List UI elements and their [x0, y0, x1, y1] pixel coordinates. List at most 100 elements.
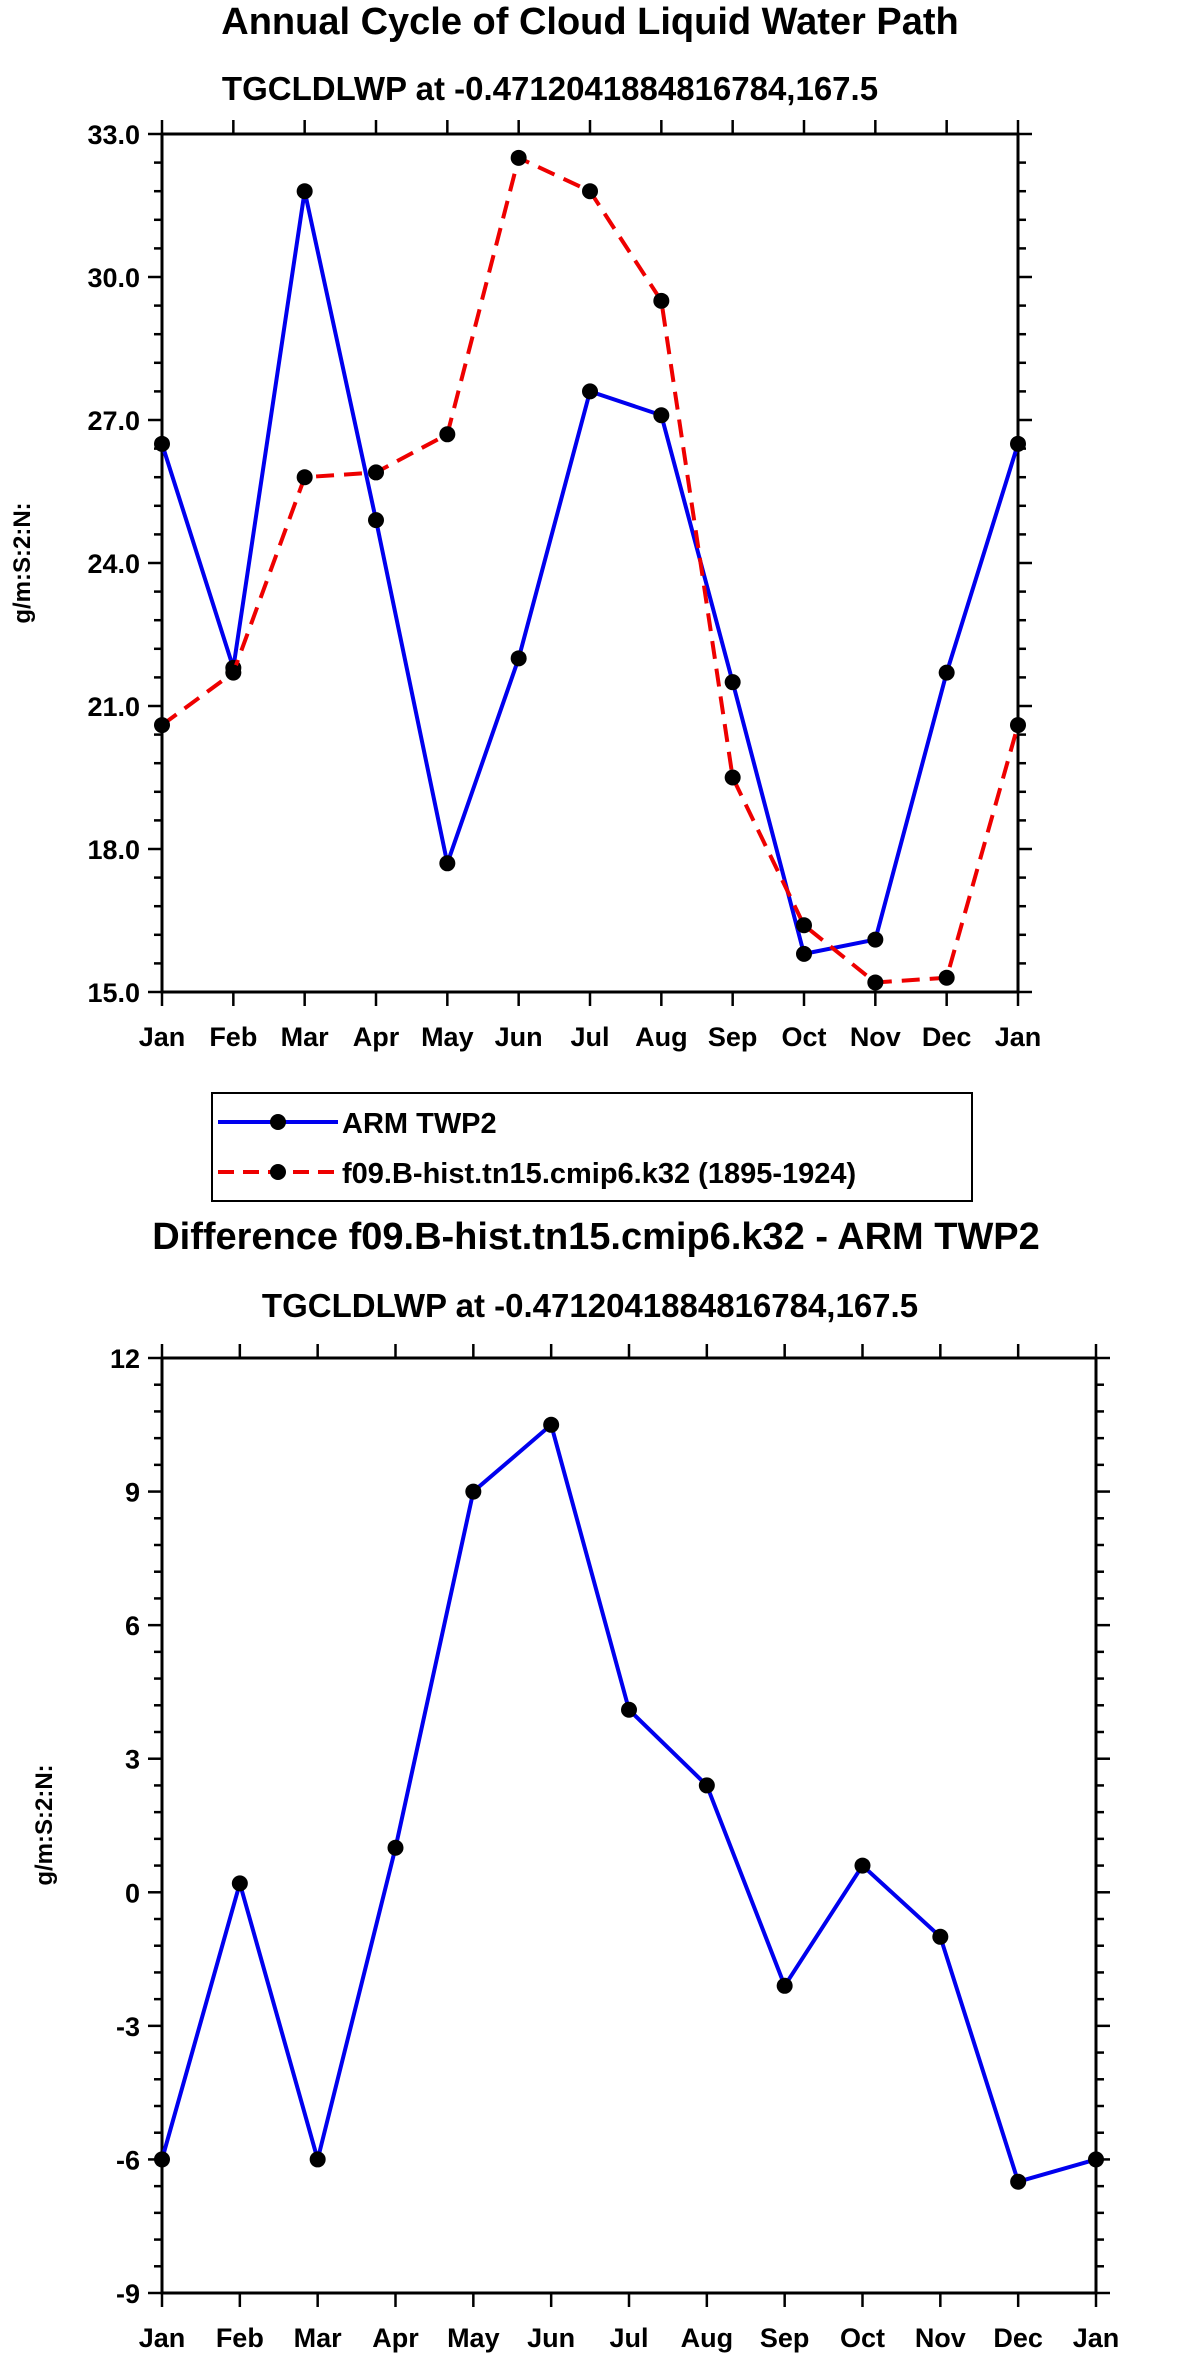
y-tick-labels: 15.0 18.0 21.0 24.0 27.0 30.0 33.0 — [87, 120, 140, 1008]
x-tick-labels: Jan Feb Mar Apr May Jun Jul Aug Sep Oct Nov Dec Jan — [139, 1022, 1042, 1052]
y-tick-label: 30.0 — [87, 263, 140, 293]
x-tick-label: Jun — [527, 2323, 575, 2353]
legend-marker-arm — [270, 1114, 286, 1130]
data-point — [231, 1875, 248, 1892]
data-point — [465, 1483, 482, 1500]
data-point — [724, 674, 741, 691]
chart-title: Annual Cycle of Cloud Liquid Water Path — [221, 1, 959, 43]
x-tick-label: May — [421, 1022, 474, 1052]
x-tick-label: Jul — [609, 2323, 648, 2353]
x-tick-label: Jun — [495, 1022, 543, 1052]
y-tick-label: 33.0 — [87, 120, 140, 150]
y-tick-label: -3 — [116, 2012, 140, 2042]
y-tick-label: 24.0 — [87, 549, 140, 579]
x-tick-label: Jan — [995, 1022, 1042, 1052]
x-tick-label: Apr — [353, 1022, 400, 1052]
data-point — [154, 717, 170, 734]
difference-chart: Difference f09.B-hist.tn15.cmip6.k32 - A… — [31, 1216, 1119, 2353]
data-point — [867, 931, 884, 948]
axis-ticks — [148, 1344, 1110, 2307]
data-point — [796, 917, 812, 934]
data-point — [938, 969, 955, 986]
data-point — [653, 407, 670, 424]
data-point — [1010, 717, 1026, 734]
data-point — [368, 512, 384, 529]
x-tick-label: Sep — [760, 2323, 810, 2353]
x-tick-label: Nov — [850, 1022, 901, 1052]
legend-label-arm: ARM TWP2 — [342, 1108, 497, 1140]
x-tick-label: Jan — [1073, 2323, 1120, 2353]
data-point — [1088, 2151, 1104, 2168]
data-point — [510, 650, 527, 667]
x-tick-label: Oct — [781, 1022, 826, 1052]
data-point — [776, 1977, 793, 1994]
legend-box — [211, 1092, 973, 1202]
plot-frame — [160, 1356, 1098, 2295]
data-point — [724, 769, 741, 786]
data-point — [932, 1928, 949, 1945]
x-tick-label: Dec — [993, 2323, 1043, 2353]
x-tick-label: Aug — [681, 2323, 733, 2353]
x-tick-label: Apr — [372, 2323, 419, 2353]
data-point — [796, 945, 812, 962]
data-point — [653, 292, 670, 309]
series-line-0 — [160, 1422, 1097, 2184]
y-tick-label: 3 — [125, 1745, 140, 1775]
x-tick-labels: Jan Feb Mar Apr May Jun Jul Aug Sep Oct Nov Dec Jan — [139, 2323, 1120, 2353]
x-tick-label: Oct — [840, 2323, 885, 2353]
data-point — [621, 1701, 637, 1718]
data-point — [510, 149, 527, 166]
x-tick-label: Jan — [139, 2323, 186, 2353]
chart-title: Difference f09.B-hist.tn15.cmip6.k32 - A… — [152, 1216, 1040, 1258]
data-point — [854, 1857, 871, 1874]
series-group — [154, 149, 1026, 991]
data-point — [368, 464, 384, 481]
x-tick-label: Jul — [570, 1022, 609, 1052]
series-line-0 — [160, 189, 1020, 956]
y-tick-label: 0 — [125, 1878, 140, 1908]
x-tick-label: Dec — [922, 1022, 972, 1052]
data-point — [296, 469, 313, 486]
data-point — [1010, 2173, 1027, 2190]
data-point — [439, 855, 456, 872]
data-point — [867, 974, 884, 991]
data-point — [154, 435, 170, 452]
data-point — [296, 183, 313, 200]
x-tick-label: Sep — [708, 1022, 758, 1052]
y-tick-label: 9 — [125, 1478, 140, 1508]
x-tick-label: Mar — [281, 1022, 330, 1052]
data-point — [582, 383, 598, 400]
y-tick-labels: -9 -6 -3 0 3 6 9 12 — [110, 1344, 140, 2309]
data-point — [387, 1839, 404, 1856]
x-tick-label: Nov — [915, 2323, 966, 2353]
annual-cycle-chart: Annual Cycle of Cloud Liquid Water Path … — [9, 1, 1041, 1052]
x-tick-label: Aug — [635, 1022, 687, 1052]
x-tick-label: Jan — [139, 1022, 186, 1052]
y-tick-label: 6 — [125, 1611, 140, 1641]
data-point — [225, 664, 242, 681]
y-tick-label: 12 — [110, 1344, 140, 1374]
y-tick-label: -9 — [116, 2279, 140, 2309]
plot-frame — [160, 132, 1020, 994]
legend: ARM TWP2 f09.B-hist.tn15.cmip6.k32 (1895… — [211, 1092, 973, 1202]
legend-marker-model — [270, 1164, 286, 1180]
data-point — [439, 426, 456, 443]
y-tick-label: -6 — [116, 2145, 140, 2175]
data-point — [938, 664, 955, 681]
data-point — [154, 2151, 170, 2168]
legend-label-model: f09.B-hist.tn15.cmip6.k32 (1895-1924) — [342, 1158, 856, 1190]
y-tick-label: 15.0 — [87, 978, 140, 1008]
axis-ticks — [148, 120, 1032, 1006]
y-tick-label: 21.0 — [87, 692, 140, 722]
y-axis-label: g/m:S:2:N: — [9, 502, 36, 623]
data-point — [698, 1777, 715, 1794]
x-tick-label: Feb — [216, 2323, 264, 2353]
chart-subtitle: TGCLDLWP at -0.4712041884816784,167.5 — [222, 70, 878, 107]
y-tick-label: 27.0 — [87, 406, 140, 436]
x-tick-label: Mar — [294, 2323, 343, 2353]
x-tick-label: Feb — [209, 1022, 257, 1052]
data-point — [582, 183, 598, 200]
y-tick-label: 18.0 — [87, 835, 140, 865]
y-axis-label: g/m:S:2:N: — [31, 1764, 58, 1885]
